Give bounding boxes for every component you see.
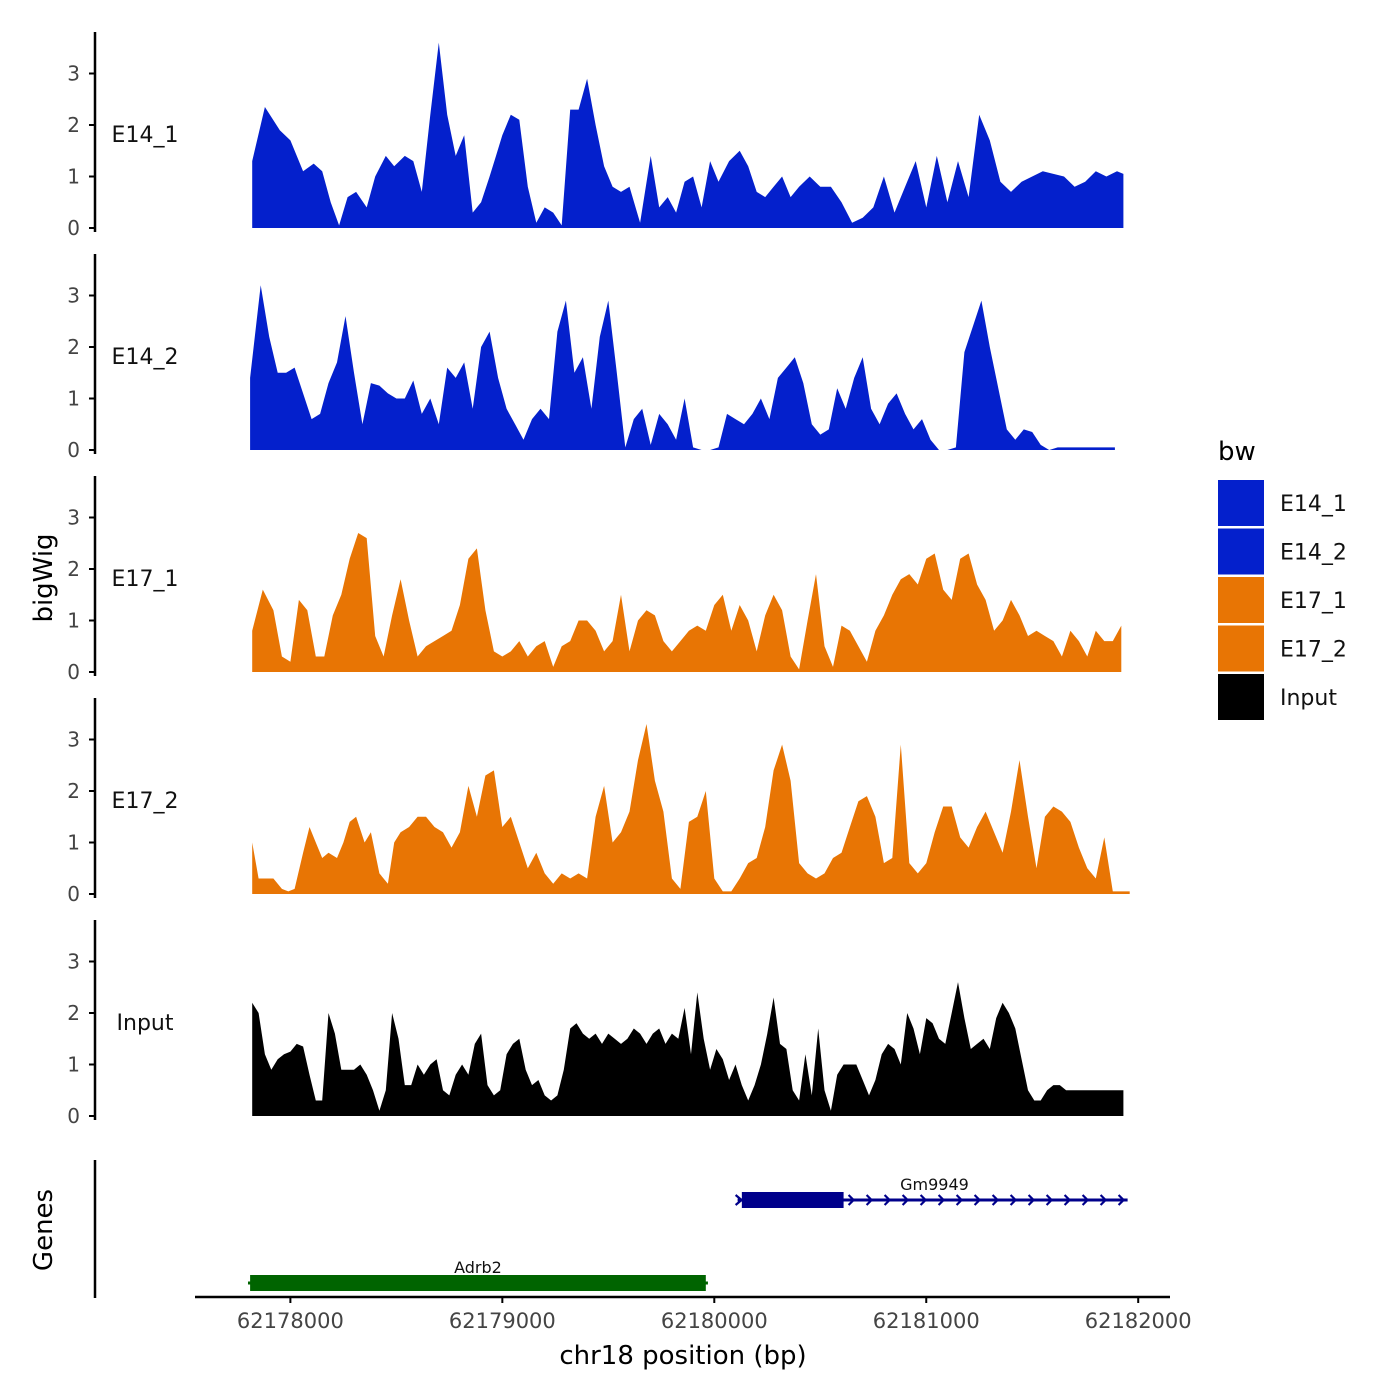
y-tick-label: 1 (67, 609, 80, 633)
y-tick-label: 1 (67, 165, 80, 189)
strand-arrow (973, 1194, 982, 1206)
strand-arrow (955, 1194, 964, 1206)
track-label: E14_2 (112, 345, 179, 370)
legend-label: Input (1280, 686, 1337, 711)
signal-area-e14-2 (250, 285, 1115, 450)
strand-arrow (1099, 1194, 1108, 1206)
y-tick-label: 2 (67, 557, 80, 581)
track-label: E17_1 (112, 567, 179, 592)
signal-area-e14-1 (252, 42, 1124, 228)
y-axis-title: bigWig (29, 533, 59, 622)
genes-axis-title: Genes (29, 1189, 59, 1271)
legend-label: E14_1 (1280, 492, 1347, 517)
track-label: E17_2 (112, 789, 179, 814)
gene-track: Gm9949 Adrb2 (93, 1160, 1128, 1298)
signal-area-input (252, 982, 1124, 1116)
gene-label: Gm9949 (900, 1175, 969, 1194)
legend-label: E17_2 (1280, 638, 1347, 663)
x-axis: 62178000 62179000 62180000 62181000 62182000 (195, 1295, 1192, 1333)
y-tick-label: 2 (67, 113, 80, 137)
gene-gm9949: Gm9949 (734, 1175, 1128, 1208)
y-tick-label: 2 (67, 335, 80, 359)
track-panel-input: 0 1 2 3 Input (67, 920, 1124, 1128)
legend-swatch (1218, 625, 1264, 672)
legend-item-e14-2: E14_2 (1218, 528, 1347, 575)
gene-exon (250, 1275, 706, 1291)
legend-title: bw (1218, 437, 1256, 467)
y-tick-label: 3 (67, 728, 80, 752)
x-axis-title: chr18 position (bp) (559, 1341, 806, 1371)
y-tick-label: 0 (67, 882, 80, 906)
y-tick-label: 0 (67, 438, 80, 462)
strand-arrow (919, 1194, 928, 1206)
legend-item-e17-2: E17_2 (1218, 625, 1347, 672)
legend-label: E17_1 (1280, 589, 1347, 614)
legend-label: E14_2 (1280, 541, 1347, 566)
y-tick-label: 1 (67, 1053, 80, 1077)
signal-area-e17-2 (252, 724, 1130, 894)
y-tick-label: 3 (67, 62, 80, 86)
x-tick-label: 62178000 (237, 1309, 344, 1333)
strand-arrow (991, 1194, 1000, 1206)
strand-arrow (847, 1194, 856, 1206)
gene-exon (741, 1192, 844, 1208)
strand-arrow (1063, 1194, 1072, 1206)
legend-swatch (1218, 577, 1264, 623)
y-tick-label: 1 (67, 831, 80, 855)
legend-item-input: Input (1218, 674, 1337, 720)
x-tick-label: 62179000 (449, 1309, 556, 1333)
y-tick-label: 1 (67, 387, 80, 411)
strand-arrow (734, 1194, 744, 1206)
y-tick-label: 2 (67, 1001, 80, 1025)
track-panels: 0 1 2 3 E14_1 0 1 2 3 E14_2 0 1 2 3 E17_1 0 1 2 3 E17_2 0 1 2 3… (67, 32, 1130, 1128)
y-tick-label: 2 (67, 779, 80, 803)
track-label: E14_1 (112, 123, 179, 148)
strand-arrow (865, 1194, 874, 1206)
track-panel-e14-1: 0 1 2 3 E14_1 (67, 32, 1124, 240)
legend-item-e17-1: E17_1 (1218, 577, 1347, 623)
legend-swatch (1218, 674, 1264, 720)
track-panel-e14-2: 0 1 2 3 E14_2 (67, 254, 1115, 462)
x-tick-label: 62182000 (1085, 1309, 1192, 1333)
strand-arrow (1081, 1194, 1090, 1206)
signal-area-e17-1 (252, 533, 1122, 672)
y-tick-label: 3 (67, 950, 80, 974)
y-tick-label: 3 (67, 284, 80, 308)
legend-item-e14-1: E14_1 (1218, 480, 1347, 526)
gene-adrb2: Adrb2 (247, 1258, 708, 1291)
y-tick-label: 3 (67, 506, 80, 530)
track-label: Input (117, 1011, 174, 1036)
strand-arrow (901, 1194, 910, 1206)
track-panel-e17-1: 0 1 2 3 E17_1 (67, 476, 1122, 684)
y-tick-label: 0 (67, 660, 80, 684)
strand-arrow (1117, 1194, 1126, 1206)
track-panel-e17-2: 0 1 2 3 E17_2 (67, 698, 1130, 906)
legend-swatch (1218, 528, 1264, 575)
gene-label: Adrb2 (454, 1258, 502, 1277)
legend: E14_1 E14_2 E17_1 E17_2 Input (1218, 480, 1347, 720)
strand-arrow (1009, 1194, 1018, 1206)
strand-arrow (1027, 1194, 1036, 1206)
strand-arrow (937, 1194, 946, 1206)
x-tick-label: 62181000 (873, 1309, 980, 1333)
x-tick-label: 62180000 (661, 1309, 768, 1333)
legend-swatch (1218, 480, 1264, 526)
y-tick-label: 0 (67, 1104, 80, 1128)
strand-arrow (883, 1194, 892, 1206)
strand-arrow (1045, 1194, 1054, 1206)
y-tick-label: 0 (67, 216, 80, 240)
